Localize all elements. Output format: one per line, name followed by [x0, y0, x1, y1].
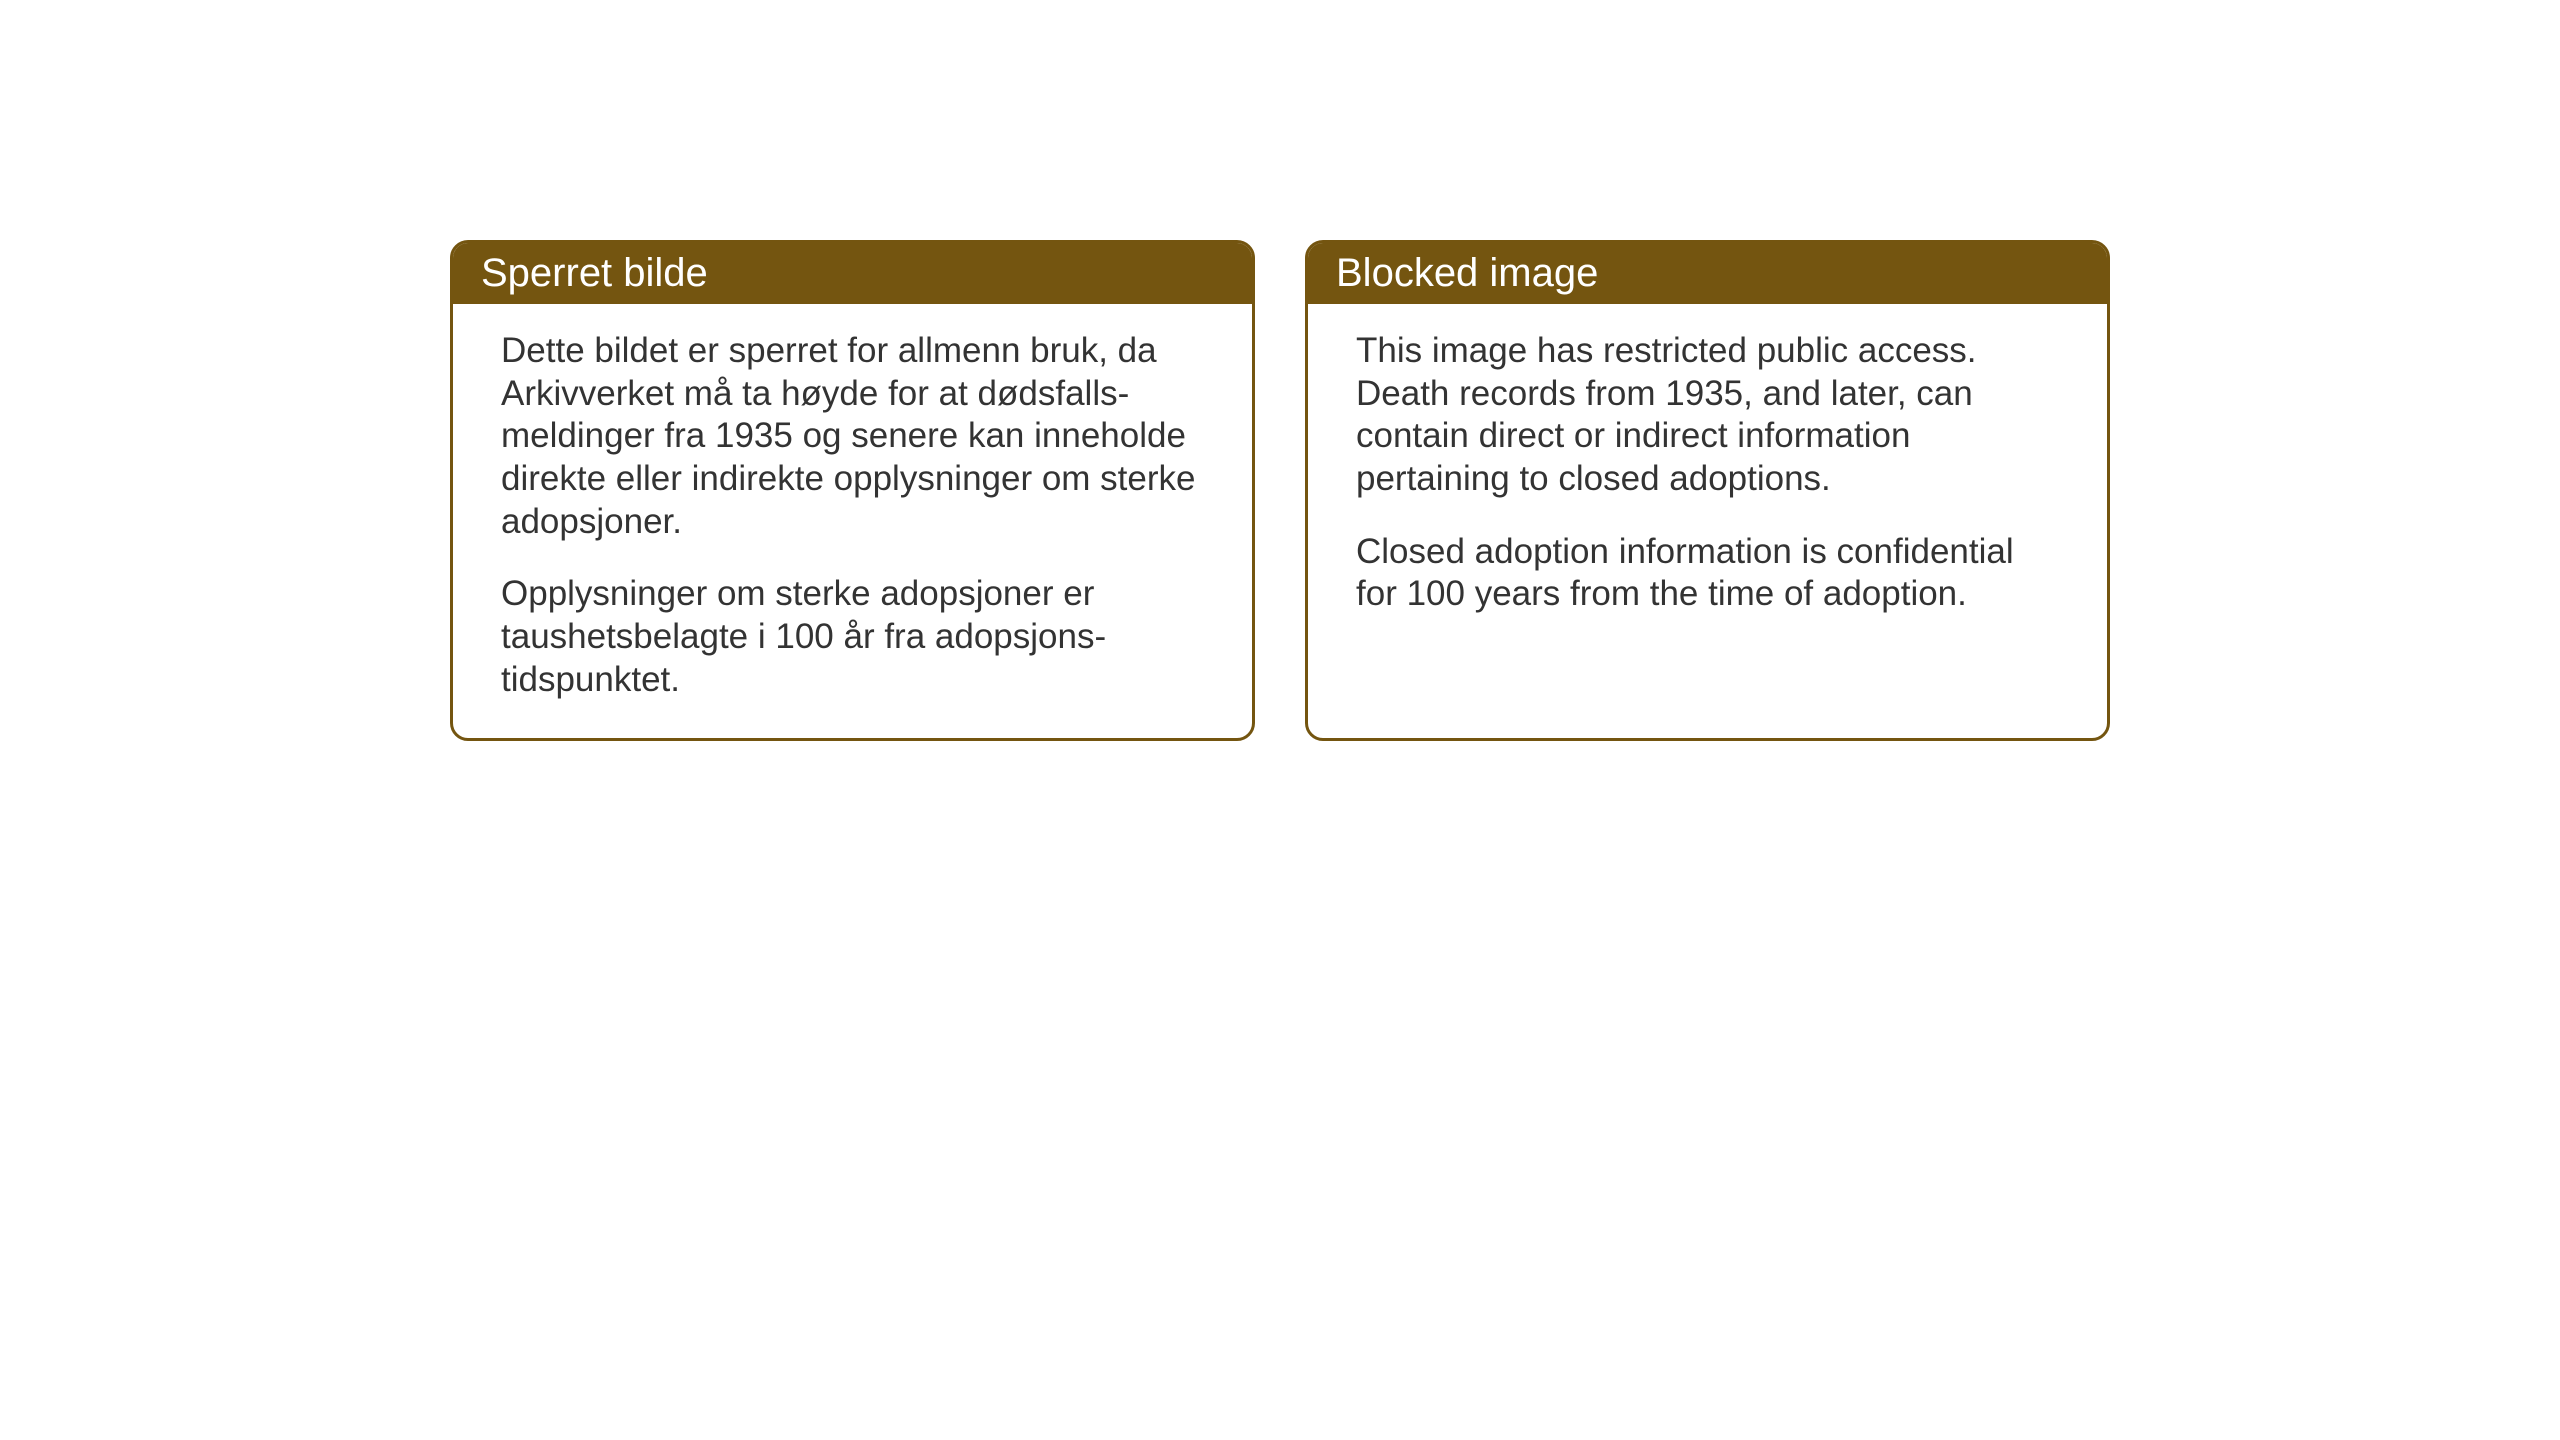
english-paragraph-2: Closed adoption information is confident… — [1356, 531, 2059, 616]
norwegian-card-title: Sperret bilde — [453, 243, 1252, 304]
norwegian-card-body: Dette bildet er sperret for allmenn bruk… — [453, 304, 1252, 738]
english-paragraph-1: This image has restricted public access.… — [1356, 330, 2059, 501]
norwegian-paragraph-1: Dette bildet er sperret for allmenn bruk… — [501, 330, 1204, 543]
english-card: Blocked image This image has restricted … — [1305, 240, 2110, 741]
english-card-title: Blocked image — [1308, 243, 2107, 304]
norwegian-card: Sperret bilde Dette bildet er sperret fo… — [450, 240, 1255, 741]
english-card-body: This image has restricted public access.… — [1308, 304, 2107, 652]
norwegian-paragraph-2: Opplysninger om sterke adopsjoner er tau… — [501, 573, 1204, 701]
card-container: Sperret bilde Dette bildet er sperret fo… — [450, 240, 2110, 741]
